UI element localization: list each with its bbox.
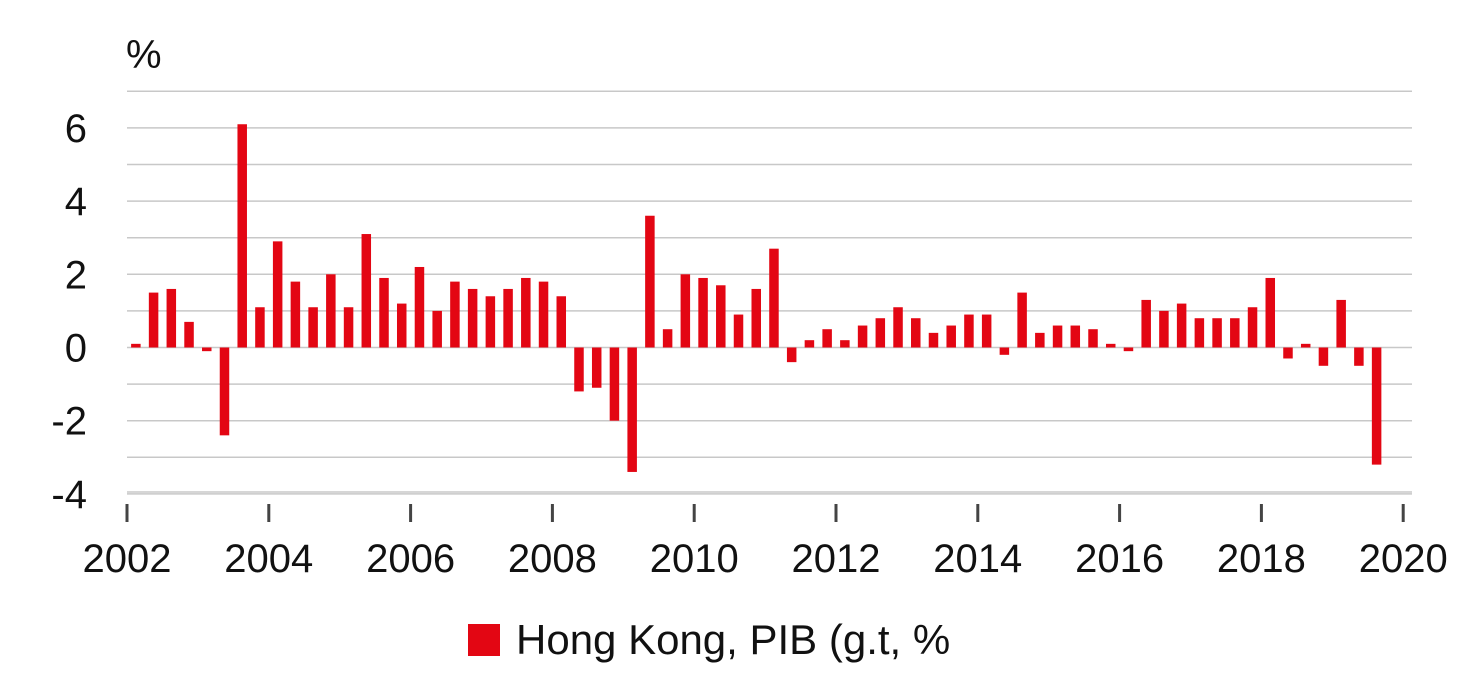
bar-2002-Q2 <box>148 292 159 348</box>
bar-2014-Q4 <box>1035 332 1045 348</box>
bar-2014-Q3 <box>1017 292 1027 348</box>
bar-2015-Q4 <box>1105 343 1116 348</box>
y-axis-tick-labels: -4 -2 0 2 4 6 <box>51 107 87 517</box>
bar-2009-Q3 <box>662 329 673 348</box>
bar-2013-Q1 <box>911 318 921 348</box>
y-tick-label: -2 <box>51 400 87 444</box>
x-tick-label: 2020 <box>1359 537 1448 581</box>
bar-2011-Q1 <box>769 248 779 348</box>
x-tick-label: 2010 <box>650 537 739 581</box>
bar-2012-Q4 <box>893 307 903 348</box>
bar-2016-Q2 <box>1141 299 1151 348</box>
x-tick-label: 2004 <box>224 537 313 581</box>
bar-2017-Q4 <box>1247 307 1258 348</box>
bar-2018-Q1 <box>1265 277 1276 348</box>
bar-2019-Q2 <box>1354 347 1364 366</box>
bar-2003-Q2 <box>219 347 230 436</box>
x-tick-label: 2012 <box>792 537 881 581</box>
bar-2004-Q3 <box>308 307 318 348</box>
bar-2009-Q2 <box>645 215 655 348</box>
bar-2006-Q2 <box>432 310 442 348</box>
x-tick-label: 2018 <box>1217 537 1306 581</box>
x-tick-label: 2008 <box>508 537 597 581</box>
bar-2011-Q2 <box>786 347 797 363</box>
bar-2013-Q2 <box>928 332 939 348</box>
bar-2016-Q1 <box>1123 347 1134 352</box>
bar-2004-Q4 <box>326 274 336 348</box>
y-tick-label: 6 <box>65 107 87 151</box>
bar-2006-Q4 <box>467 288 478 348</box>
bar-2008-Q1 <box>556 296 567 348</box>
x-tick-label: 2006 <box>366 537 455 581</box>
y-tick-label: 0 <box>65 327 87 371</box>
bar-2010-Q2 <box>716 285 726 348</box>
legend-label: Hong Kong, PIB (g.t, % <box>516 616 951 663</box>
bar-2004-Q2 <box>290 281 301 348</box>
bar-2002-Q1 <box>131 343 141 348</box>
bar-2002-Q3 <box>166 288 177 348</box>
y-tick-label: -4 <box>51 473 87 517</box>
bar-2013-Q3 <box>946 325 956 348</box>
bar-2011-Q3 <box>804 340 815 348</box>
bar-2005-Q2 <box>361 234 372 348</box>
bar-2017-Q3 <box>1230 318 1240 348</box>
bar-2009-Q1 <box>627 347 637 472</box>
bar-2017-Q1 <box>1194 318 1205 348</box>
bar-2016-Q3 <box>1159 310 1169 348</box>
bar-2006-Q3 <box>450 281 460 348</box>
bar-2006-Q1 <box>414 266 425 348</box>
x-tick-label: 2014 <box>933 537 1022 581</box>
bar-2012-Q3 <box>875 318 886 348</box>
y-axis-unit-label: % <box>126 33 162 77</box>
bar-2004-Q1 <box>272 241 283 348</box>
bar-2005-Q3 <box>379 277 389 348</box>
bar-2015-Q3 <box>1088 329 1098 348</box>
x-tick-label: 2002 <box>83 537 172 581</box>
bar-2002-Q4 <box>184 321 194 348</box>
y-tick-label: 2 <box>65 253 87 297</box>
x-axis: 2002 2004 2006 2008 2010 2012 2014 2016 2018 2020 <box>83 491 1448 581</box>
bar-2005-Q1 <box>343 307 354 348</box>
bar-2014-Q1 <box>981 314 992 348</box>
bar-2003-Q4 <box>255 307 265 348</box>
bar-2007-Q1 <box>485 296 496 348</box>
legend-swatch <box>468 624 500 656</box>
bar-2014-Q2 <box>999 347 1010 355</box>
bar-2003-Q1 <box>202 347 212 352</box>
bar-2010-Q4 <box>751 288 761 348</box>
bar-2018-Q2 <box>1283 347 1293 359</box>
y-tick-label: 4 <box>65 180 87 224</box>
bar-2005-Q4 <box>396 303 407 348</box>
bar-2007-Q2 <box>503 288 513 348</box>
bar-2009-Q4 <box>680 274 691 348</box>
bar-2007-Q4 <box>538 281 549 348</box>
bar-2011-Q4 <box>822 329 832 348</box>
x-tick-label: 2016 <box>1075 537 1164 581</box>
bar-2016-Q4 <box>1176 303 1187 348</box>
bar-2018-Q4 <box>1318 347 1329 366</box>
bar-2003-Q3 <box>237 124 247 348</box>
bar-2012-Q1 <box>840 340 850 348</box>
bars <box>131 124 1382 472</box>
bar-2008-Q4 <box>609 347 620 421</box>
bar-2008-Q3 <box>591 347 602 388</box>
bar-2010-Q3 <box>733 314 744 348</box>
bar-2015-Q1 <box>1052 325 1063 348</box>
bar-2015-Q2 <box>1070 325 1081 348</box>
bar-2007-Q3 <box>521 277 531 348</box>
bar-2017-Q2 <box>1212 318 1222 348</box>
legend: Hong Kong, PIB (g.t, % <box>468 612 1038 668</box>
bar-2019-Q1 <box>1336 299 1346 348</box>
bar-2018-Q3 <box>1300 343 1311 348</box>
bar-2012-Q2 <box>857 325 868 348</box>
bar-2010-Q1 <box>698 277 708 348</box>
bar-2019-Q3 <box>1371 347 1382 465</box>
bar-2013-Q4 <box>964 314 974 348</box>
bar-2008-Q2 <box>574 347 584 392</box>
